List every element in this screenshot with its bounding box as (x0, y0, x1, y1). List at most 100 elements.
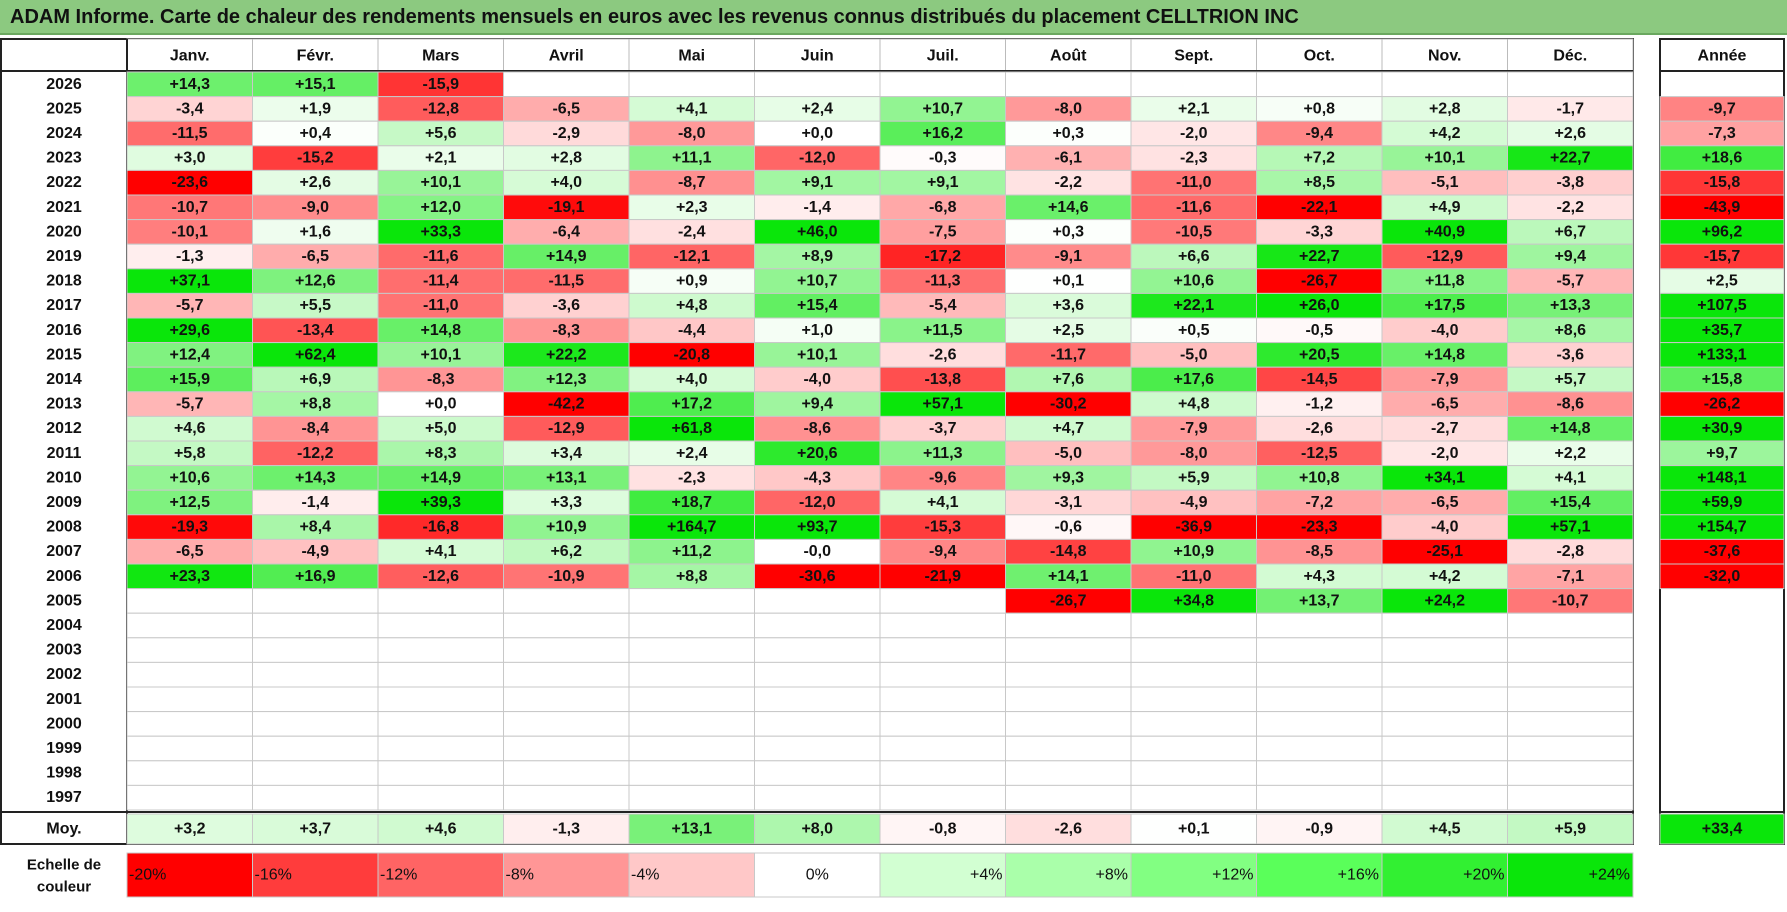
heatmap-cell-value: +10,1 (1425, 150, 1466, 167)
heatmap-cell (1507, 612, 1634, 639)
heatmap-cell (1507, 71, 1634, 98)
heatmap-cell-value: +15,4 (1550, 494, 1591, 511)
heatmap-cell (1005, 760, 1132, 786)
heatmap-cell (1130, 637, 1257, 663)
year-label: 2008 (46, 519, 82, 536)
heatmap-cell (1005, 292, 1132, 319)
heatmap-cell-value: -23,6 (172, 174, 209, 191)
heatmap-cell (377, 637, 504, 663)
average-cell-value: +0,1 (1178, 821, 1210, 838)
heatmap-cell-value: +26,0 (1299, 297, 1340, 314)
heatmap-cell-value: -12,5 (1301, 445, 1338, 462)
average-cell (1256, 813, 1383, 845)
heatmap-cell-value: +10,8 (1299, 469, 1340, 486)
heatmap-cell-value: +3,0 (174, 150, 206, 167)
heatmap-cell (252, 661, 379, 688)
heatmap-cell (1130, 219, 1257, 245)
heatmap-cell (252, 588, 379, 614)
heatmap-cell (754, 760, 881, 786)
heatmap-cell (126, 145, 253, 171)
heatmap-cell (628, 489, 755, 516)
heatmap-cell (1256, 686, 1383, 713)
heatmap-cell-value: -7,9 (1180, 420, 1208, 437)
heatmap-cell (503, 711, 630, 737)
heatmap-cell-value: +2,8 (1429, 100, 1461, 117)
heatmap-cell (1005, 735, 1132, 762)
scale-swatch (377, 852, 504, 898)
heatmap-cell-value: -12,6 (423, 568, 460, 585)
heatmap-cell (1005, 120, 1132, 147)
heatmap-cell (1381, 194, 1508, 221)
heatmap-cell (126, 71, 253, 98)
heatmap-cell (1130, 342, 1257, 368)
heatmap-cell (1130, 366, 1257, 393)
heatmap-cell-value: -26,7 (1301, 273, 1338, 290)
heatmap-cell (503, 169, 630, 196)
heatmap-cell (503, 342, 630, 368)
heatmap-cell-value: -3,4 (176, 100, 204, 117)
year-label: 2010 (46, 469, 82, 486)
heatmap-cell-value: -5,7 (176, 396, 204, 413)
annual-cell (1659, 342, 1785, 368)
heatmap-cell (754, 588, 881, 614)
heatmap-cell (879, 71, 1006, 98)
heatmap-cell-value: +17,5 (1425, 297, 1466, 314)
annual-header-label: Année (1698, 48, 1747, 65)
heatmap-cell-value: -5,0 (1180, 346, 1208, 363)
heatmap-cell (879, 588, 1006, 614)
average-cell-value: +3,2 (174, 821, 206, 838)
heatmap-cell-value: -22,1 (1301, 199, 1338, 216)
heatmap-cell (1507, 465, 1634, 491)
month-header-label: Janv. (170, 48, 210, 65)
heatmap-cell-value: -16,8 (423, 519, 460, 536)
heatmap-cell (1507, 735, 1634, 762)
year-label: 2020 (46, 223, 82, 240)
heatmap-cell-value: -12,2 (297, 445, 334, 462)
heatmap-cell (1256, 268, 1383, 294)
heatmap-cell (1256, 243, 1383, 270)
heatmap-cell (126, 563, 253, 590)
heatmap-cell (1507, 538, 1634, 565)
heatmap-cell (503, 391, 630, 417)
heatmap-cell (879, 96, 1006, 122)
heatmap-cell (1507, 489, 1634, 516)
month-header-label: Mars (422, 48, 459, 65)
heatmap-cell-value: -2,4 (678, 223, 706, 240)
heatmap-cell (879, 686, 1006, 713)
heatmap-cell-value: +61,8 (672, 420, 713, 437)
heatmap-cell-value: +14,1 (1048, 568, 1089, 585)
heatmap-cell-value: +9,4 (1554, 248, 1586, 265)
heatmap-cell (503, 317, 630, 344)
annual-cell-value: +59,9 (1702, 494, 1743, 511)
heatmap-cell-value: +1,6 (299, 223, 331, 240)
heatmap-cell (377, 588, 504, 614)
scale-swatch-label: -16% (255, 867, 292, 884)
heatmap-cell-value: +3,4 (550, 445, 582, 462)
heatmap-cell (1256, 661, 1383, 688)
heatmap-cell-value: +2,4 (801, 100, 833, 117)
heatmap-cell-value: +33,3 (421, 223, 462, 240)
year-label: 2017 (46, 297, 82, 314)
annual-cell (1659, 169, 1785, 196)
heatmap-cell (1256, 612, 1383, 639)
heatmap-cell (754, 637, 881, 663)
heatmap-cell-value: +8,5 (1303, 174, 1335, 191)
heatmap-cell-value: +10,1 (421, 174, 462, 191)
heatmap-cell-value: +0,3 (1052, 223, 1084, 240)
scale-label: Echelle de (27, 857, 101, 874)
heatmap-cell-value: -11,0 (1176, 568, 1212, 585)
heatmap-cell (1507, 120, 1634, 147)
heatmap-cell (377, 243, 504, 270)
heatmap-cell-value: +2,4 (676, 445, 708, 462)
year-label: 2004 (46, 617, 82, 634)
heatmap-cell-value: +20,6 (797, 445, 838, 462)
heatmap-cell (1381, 268, 1508, 294)
heatmap-cell (754, 71, 881, 98)
heatmap-cell (1256, 465, 1383, 491)
heatmap-cell (126, 391, 253, 417)
heatmap-cell-value: +18,7 (672, 494, 713, 511)
heatmap-cell-value: -11,3 (925, 273, 961, 290)
heatmap-cell-value: -15,2 (297, 150, 334, 167)
heatmap-cell-value: -23,3 (1301, 519, 1338, 536)
heatmap-cell (1130, 686, 1257, 713)
